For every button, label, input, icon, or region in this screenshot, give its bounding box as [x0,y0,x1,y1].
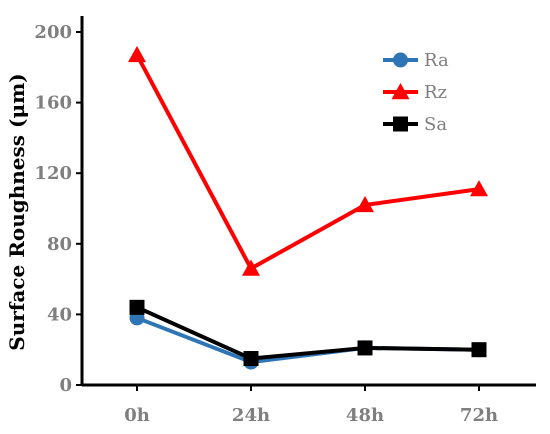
legend-swatch-marker [393,116,408,132]
legend: Ra Rz Sa [383,50,449,135]
y-axis-title: Surface Roughness (μm) [5,73,29,350]
series-line-sa [136,305,480,361]
series-line-ra [136,316,480,365]
data-point-rz [356,195,374,213]
legend-label: Sa [424,114,447,135]
data-point-rz [128,45,146,63]
x-tick-label: 72h [460,405,498,426]
legend-item-sa: Sa [383,114,447,135]
y-tick-labels: 0 40 80 120 160 200 [34,22,82,396]
data-point-sa [471,342,487,358]
legend-swatch-marker [393,52,408,68]
data-point-sa [243,351,259,367]
data-point-rz [242,259,260,276]
y-tick-label: 80 [47,234,72,255]
x-tick-labels: 0h 24h 48h 72h [124,385,498,426]
y-tick-label: 0 [59,375,72,396]
data-point-sa [357,340,373,356]
x-tick-label: 48h [346,405,384,426]
legend-label: Ra [424,50,449,71]
legend-label: Rz [424,82,447,103]
axes [80,16,536,387]
series-group [128,45,488,370]
y-tick-label: 120 [34,163,72,184]
series-line-rz [135,54,480,271]
x-tick-label: 0h [124,405,150,426]
y-tick-label: 160 [34,93,72,114]
series-sa [129,299,487,367]
series-ra [129,310,487,370]
data-point-rz [470,180,488,197]
y-tick-label: 40 [47,304,72,325]
data-point-sa [129,299,145,315]
legend-item-ra: Ra [383,50,449,71]
legend-swatch-marker [391,83,410,100]
x-tick-label: 24h [232,405,270,426]
series-rz [128,45,488,276]
legend-item-rz: Rz [383,82,447,103]
y-tick-label: 200 [34,22,72,43]
